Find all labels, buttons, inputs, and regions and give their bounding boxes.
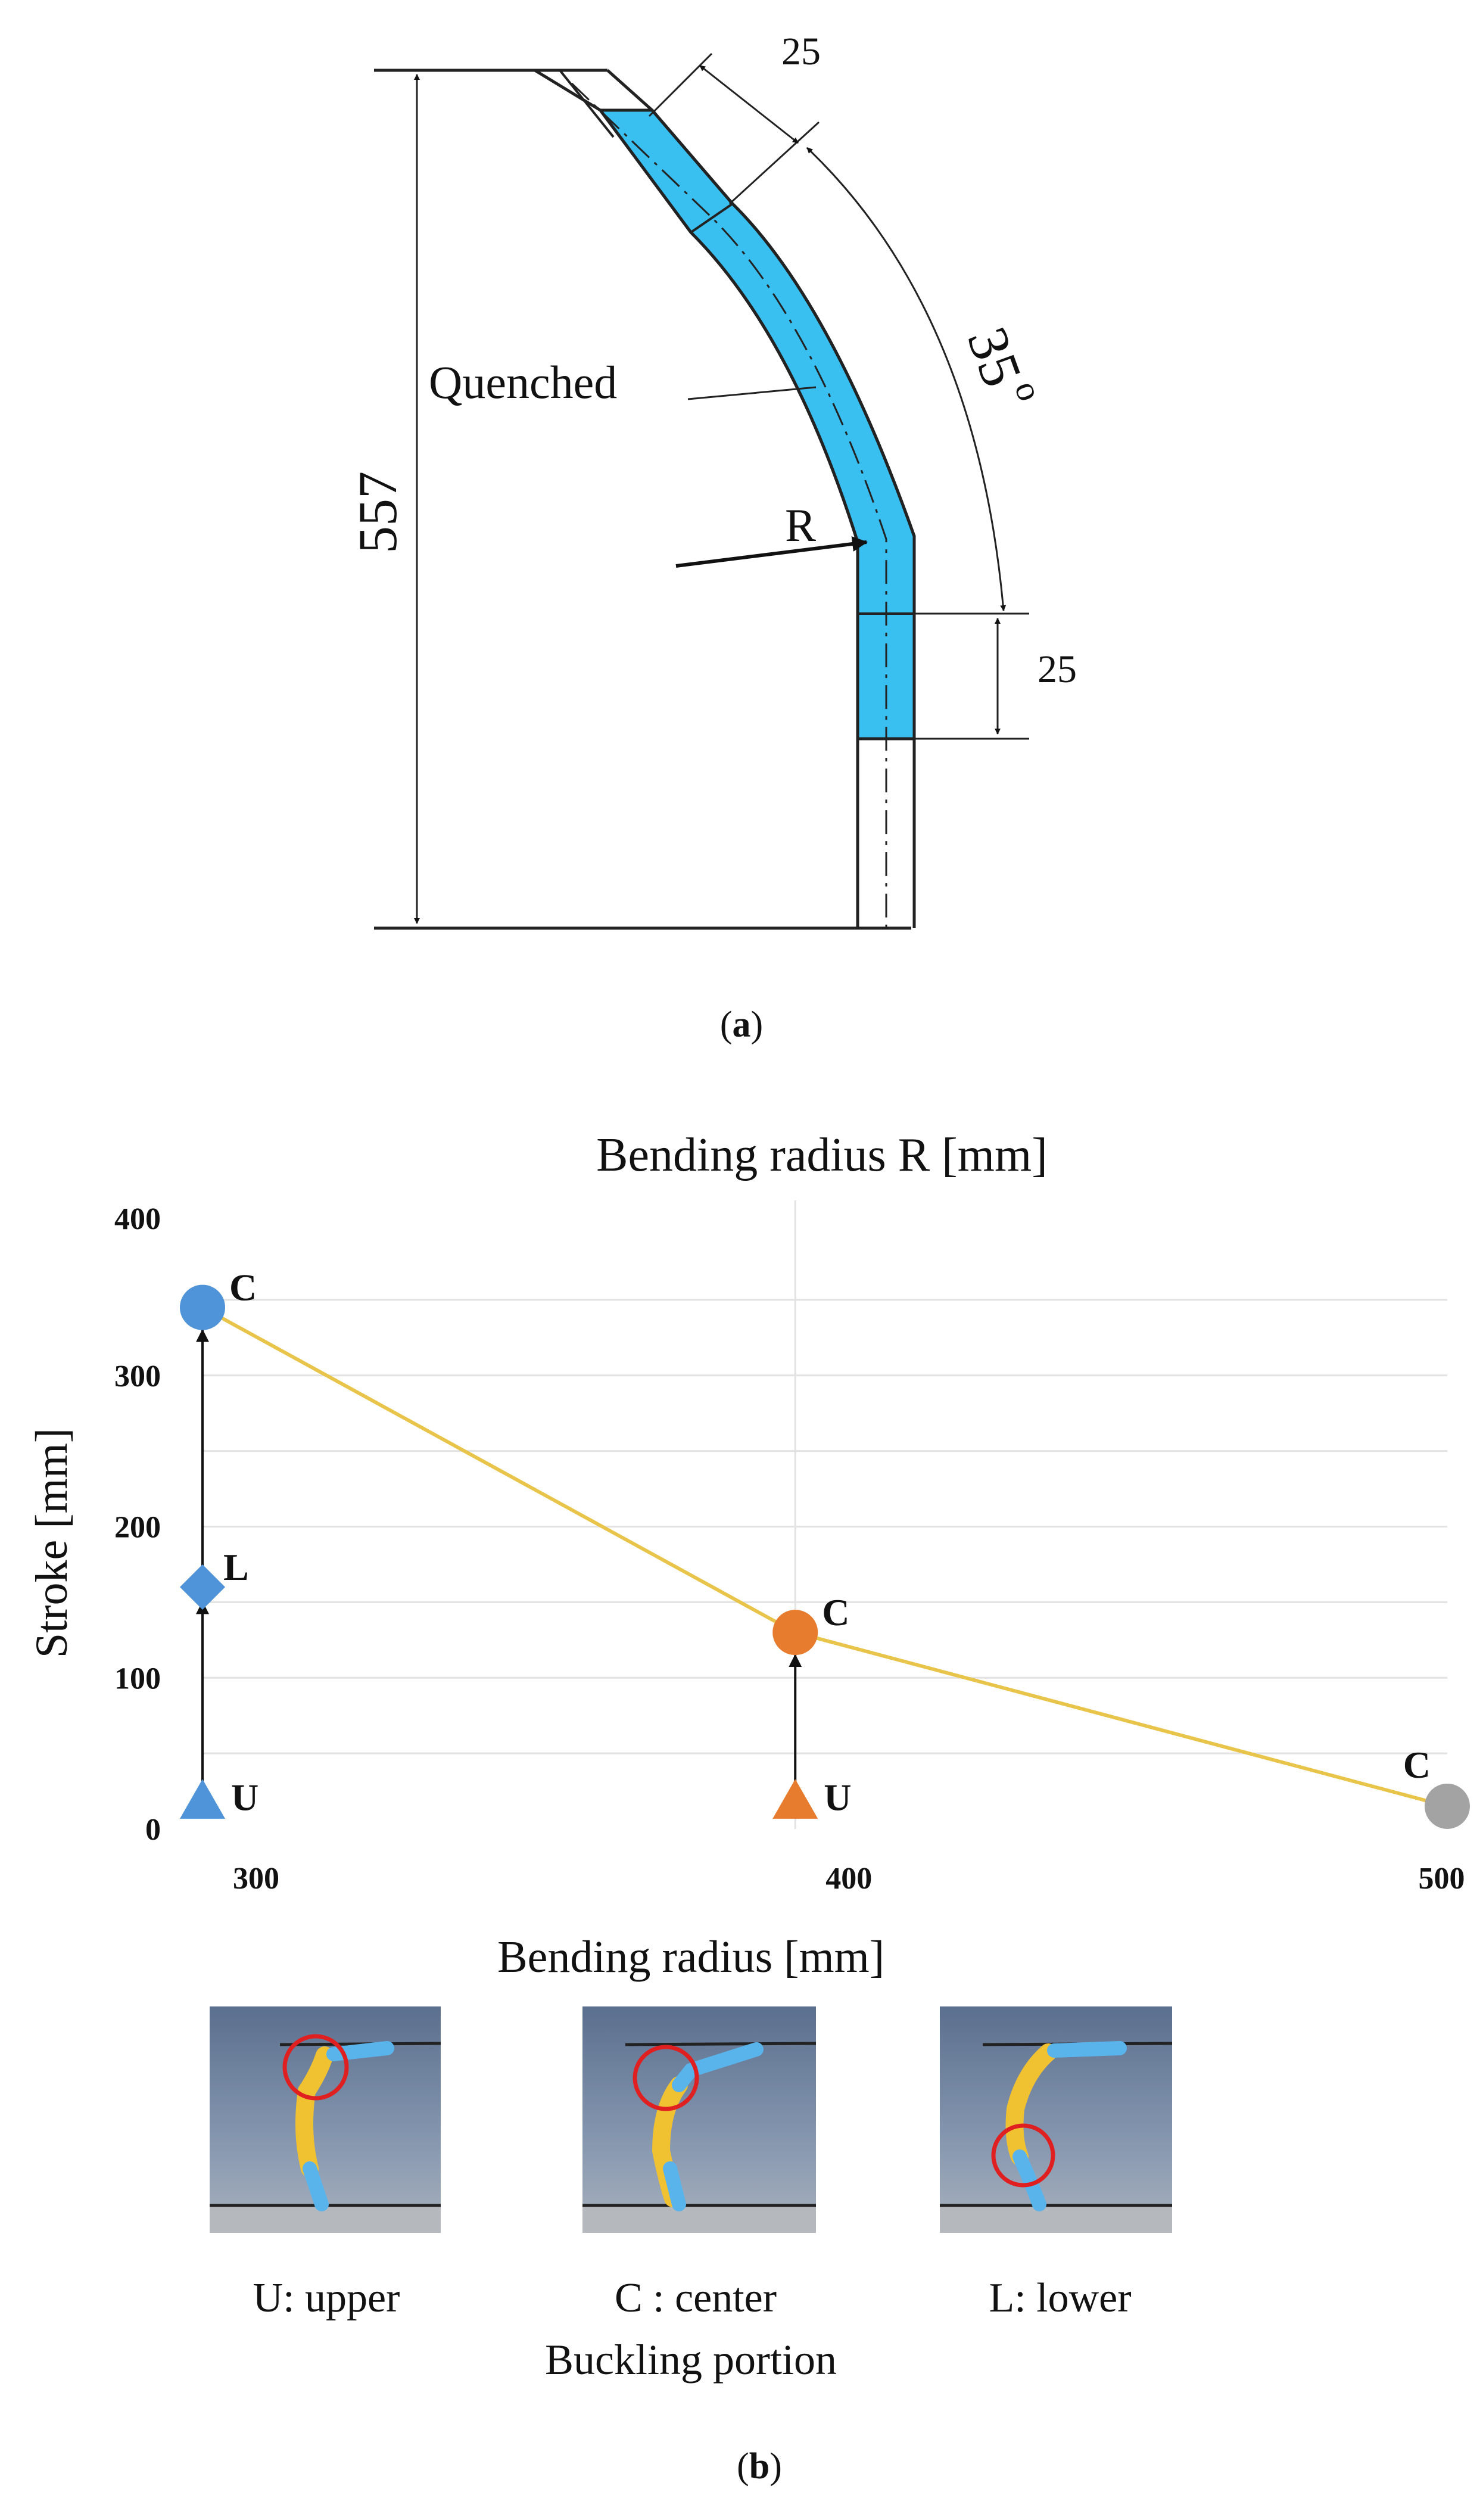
marker-circle [180,1284,225,1330]
top-length-label: 25 [781,30,821,73]
marker-triangle [180,1779,225,1819]
y-tick-label: 100 [114,1662,161,1695]
bottom-length-label: 25 [1038,648,1077,691]
marker-circle [1425,1783,1470,1829]
image-label-lower: L: lower [989,2275,1131,2321]
chart-lines [201,1305,1448,1808]
marker-diamond [180,1564,225,1610]
marker-label: U [231,1776,258,1818]
marker-label: U [824,1776,851,1818]
marker-label: C [1403,1744,1431,1786]
y-tick-label: 400 [114,1202,161,1236]
image-label-center: C : center [615,2275,777,2321]
quenched-leader [687,386,817,400]
y-tick-label: 200 [114,1511,161,1545]
panel-b-chart: Bending radius R [mm] 0 100 200 300 400 300 40… [27,1129,1470,1982]
quench-divider-top [690,203,734,234]
x-tick-label: 500 [1418,1862,1465,1896]
top-length-dimension [699,64,799,144]
top-extension-1 [648,52,713,117]
buckling-caption: Buckling portion [545,2336,837,2384]
buckling-image-upper: U: upper [210,2006,441,2321]
chart-arrows [196,1329,802,1802]
image-label-upper: U: upper [253,2275,400,2321]
chart-grid [202,1200,1447,1829]
buckling-image-lower: L: lower [940,2006,1173,2321]
top-extension-2 [728,121,820,205]
angle-dimension-arc [806,147,1007,611]
marker-label: C [229,1267,257,1309]
height-dimension-label: 557 [347,471,408,553]
tube-inner-line [559,69,615,138]
marker-label: L [223,1546,249,1588]
radius-label: R [785,499,816,551]
panel-a-caption: (a) [720,1004,763,1045]
radius-arrow [675,536,868,568]
panel-a-drawing: 557 25 35 o 25 Quenched [347,30,1077,1045]
series-line [201,1305,1448,1808]
y-axis-label: Stroke [mm] [27,1428,77,1658]
buckling-images: U: upper C : center L: lower Buckling [210,2006,1173,2384]
x-tick-label: 300 [233,1862,279,1896]
x-axis-label: Bending radius [mm] [497,1932,884,1982]
quenched-region [597,108,916,741]
marker-circle [772,1610,818,1656]
quenched-label: Quenched [429,356,617,408]
marker-triangle [772,1779,818,1819]
buckling-image-center: C : center [582,2006,817,2321]
marker-label: C [822,1591,849,1634]
y-tick-label: 300 [114,1359,161,1393]
x-tick-label: 400 [825,1862,872,1896]
panel-b-caption: (b) [737,2446,782,2487]
chart-markers: U L C U C C [180,1267,1470,1829]
chart-title: Bending radius R [mm] [596,1129,1048,1181]
angle-label: 35 o [955,319,1050,406]
y-tick-label: 0 [145,1813,161,1847]
chart-ticks: 0 100 200 300 400 300 400 500 [114,1202,1465,1896]
